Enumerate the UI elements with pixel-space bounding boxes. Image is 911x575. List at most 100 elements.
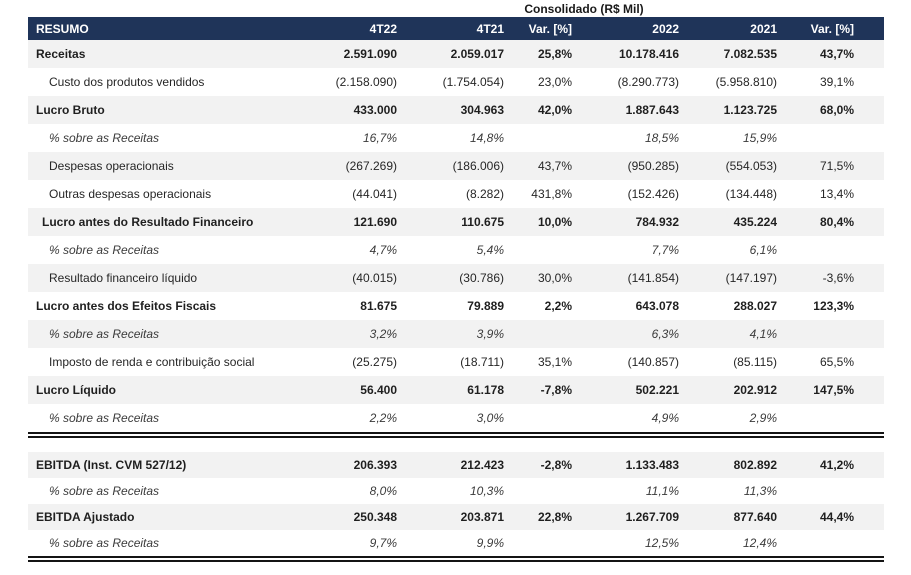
row-label: EBITDA Ajustado [36,510,135,524]
value-cell: 206.393 [353,458,397,472]
value-cell: -2,8% [540,458,572,472]
value-cell: 2,2% [544,299,572,313]
value-cell: 61.178 [467,383,504,397]
row-label: Receitas [36,47,86,61]
value-cell: (950.285) [627,159,679,173]
value-cell: 6,1% [749,243,777,257]
section-divider-rule [28,432,884,438]
value-cell: (140.857) [627,355,679,369]
value-cell: 2,9% [749,411,777,425]
table-row: Resultado financeiro líquido (40.015) (30.… [28,264,884,292]
value-cell: 39,1% [819,75,854,89]
header-cell-4t22: 4T22 [369,21,397,36]
value-cell: 71,5% [819,159,854,173]
value-cell: -3,6% [822,271,854,285]
value-cell: 4,7% [369,243,397,257]
value-cell: (85.115) [733,355,777,369]
value-cell: (8.290.773) [617,75,679,89]
row-label: Lucro Bruto [36,103,105,117]
value-cell: 431,8% [531,187,572,201]
row-label: Lucro antes dos Efeitos Fiscais [36,299,217,313]
row-label: % sobre as Receitas [49,327,160,341]
table-row: Lucro Bruto 433.000 304.963 42,0% 1.887.643 1… [28,96,884,124]
value-cell: (1.754.054) [442,75,504,89]
value-cell: 65,5% [819,355,854,369]
value-cell: 10,3% [469,484,504,498]
row-label: Outras despesas operacionais [49,187,212,201]
table-section-ebitda: EBITDA (Inst. CVM 527/12) 206.393 212.423 -… [28,452,884,556]
value-cell: 802.892 [733,458,777,472]
value-cell: 56.400 [360,383,397,397]
table-row: EBITDA (Inst. CVM 527/12) 206.393 212.423 -… [28,452,884,478]
table-row: % sobre as Receitas 4,7% 5,4% 7,7% 6,1% [28,236,884,264]
value-cell: 23,0% [537,75,572,89]
value-cell: 121.690 [353,215,397,229]
value-cell: 30,0% [537,271,572,285]
value-cell: 5,4% [476,243,504,257]
row-label: EBITDA (Inst. CVM 527/12) [36,458,187,472]
header-cell-4t21: 4T21 [476,21,504,36]
row-label: Despesas operacionais [49,159,174,173]
value-cell: 1.267.709 [625,510,679,524]
row-label: % sobre as Receitas [49,411,160,425]
value-cell: (134.448) [725,187,777,201]
value-cell: 2.591.090 [343,47,397,61]
value-cell: (141.854) [627,271,679,285]
value-cell: 8,0% [369,484,397,498]
value-cell: (44.041) [352,187,397,201]
value-cell: 68,0% [819,103,854,117]
row-label: % sobre as Receitas [49,484,160,498]
value-cell: 304.963 [460,103,504,117]
table-row: Imposto de renda e contribuição social (2… [28,348,884,376]
value-cell: 12,5% [644,536,679,550]
value-cell: 123,3% [813,299,854,313]
value-cell: (18.711) [460,355,504,369]
value-cell: 643.078 [635,299,679,313]
value-cell: 43,7% [537,159,572,173]
value-cell: 18,5% [644,131,679,145]
section-gap [28,438,884,452]
value-cell: (152.426) [627,187,679,201]
header-cell-var-y: Var. [%] [810,21,854,36]
value-cell: 4,1% [749,327,777,341]
table-row: Outras despesas operacionais (44.041) (8.2… [28,180,884,208]
value-cell: 288.027 [733,299,777,313]
table-row: Despesas operacionais (267.269) (186.006) 4… [28,152,884,180]
row-label: % sobre as Receitas [49,536,160,550]
value-cell: 10.178.416 [618,47,679,61]
value-cell: 2,2% [369,411,397,425]
value-cell: 1.887.643 [625,103,679,117]
value-cell: 3,0% [476,411,504,425]
results-table: RESUMO 4T22 4T21 Var. [%] 2022 2021 Var.… [28,17,884,562]
table-row: EBITDA Ajustado 250.348 203.871 22,8% 1.267.… [28,504,884,530]
value-cell: 81.675 [360,299,397,313]
value-cell: 41,2% [819,458,854,472]
table-row: Lucro antes dos Efeitos Fiscais 81.675 79.… [28,292,884,320]
row-label: Lucro Líquido [36,383,116,397]
value-cell: 784.932 [635,215,679,229]
value-cell: 15,9% [742,131,777,145]
row-label: % sobre as Receitas [49,243,160,257]
value-cell: 44,4% [819,510,854,524]
value-cell: 43,7% [819,47,854,61]
value-cell: 6,3% [651,327,679,341]
header-cell-var-q: Var. [%] [528,21,572,36]
value-cell: 22,8% [537,510,572,524]
value-cell: 11,1% [645,484,679,498]
value-cell: 3,2% [369,327,397,341]
value-cell: 147,5% [813,383,854,397]
value-cell: (267.269) [345,159,397,173]
value-cell: 79.889 [467,299,504,313]
table-row: % sobre as Receitas 9,7% 9,9% 12,5% 12,4% [28,530,884,556]
value-cell: 12,4% [742,536,777,550]
value-cell: 11,3% [743,484,777,498]
value-cell: (40.015) [352,271,397,285]
value-cell: 250.348 [353,510,397,524]
row-label: Lucro antes do Resultado Financeiro [42,215,254,229]
table-row: % sobre as Receitas 16,7% 14,8% 18,5% 15,9% [28,124,884,152]
value-cell: 3,9% [476,327,504,341]
table-bottom-rule [28,556,884,562]
table-row: Lucro antes do Resultado Financeiro 121.6… [28,208,884,236]
value-cell: -7,8% [540,383,572,397]
